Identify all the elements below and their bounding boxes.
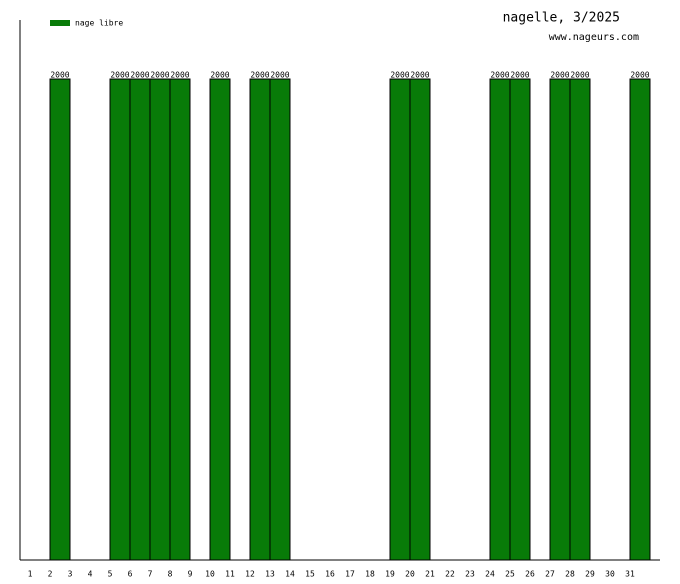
value-label: 2000 (110, 71, 129, 80)
x-tick-label: 24 (485, 570, 495, 579)
value-label: 2000 (270, 71, 289, 80)
value-label: 2000 (490, 71, 509, 80)
x-tick-label: 9 (188, 570, 193, 579)
x-tick-label: 26 (525, 570, 535, 579)
x-tick-label: 31 (625, 570, 635, 579)
value-label: 2000 (170, 71, 189, 80)
chart-subtitle: www.nageurs.com (549, 32, 639, 43)
bar (489, 78, 511, 561)
x-tick-label: 13 (265, 570, 275, 579)
x-tick-label: 15 (305, 570, 315, 579)
x-tick-label: 19 (385, 570, 395, 579)
x-tick-label: 28 (565, 570, 575, 579)
legend-swatch (50, 20, 70, 26)
x-tick-label: 22 (445, 570, 455, 579)
x-tick-label: 6 (128, 570, 133, 579)
x-tick-label: 10 (205, 570, 215, 579)
x-tick-label: 5 (108, 570, 113, 579)
bar (389, 78, 411, 561)
value-label: 2000 (410, 71, 429, 80)
value-label: 2000 (210, 71, 229, 80)
x-tick-label: 1 (28, 570, 33, 579)
x-tick-label: 17 (345, 570, 355, 579)
bar (169, 78, 191, 561)
legend-label: nage libre (75, 19, 123, 28)
bar (209, 78, 231, 561)
x-tick-label: 27 (545, 570, 555, 579)
x-tick-label: 7 (148, 570, 153, 579)
bar (249, 78, 271, 561)
bar (49, 78, 71, 561)
x-tick-label: 29 (585, 570, 595, 579)
value-label: 2000 (570, 71, 589, 80)
x-tick-label: 23 (465, 570, 475, 579)
x-tick-label: 20 (405, 570, 415, 579)
x-tick-label: 8 (168, 570, 173, 579)
value-label: 2000 (130, 71, 149, 80)
value-label: 2000 (250, 71, 269, 80)
x-tick-label: 4 (88, 570, 93, 579)
bar (549, 78, 571, 561)
x-tick-label: 16 (325, 570, 335, 579)
value-label: 2000 (390, 71, 409, 80)
bar (129, 78, 151, 561)
x-tick-label: 25 (505, 570, 515, 579)
value-label: 2000 (50, 71, 69, 80)
bar (569, 78, 591, 561)
x-tick-label: 3 (68, 570, 73, 579)
value-label: 2000 (630, 71, 649, 80)
x-tick-label: 18 (365, 570, 375, 579)
bar (629, 78, 651, 561)
value-label: 2000 (550, 71, 569, 80)
bar (269, 78, 291, 561)
bar (109, 78, 131, 561)
bar (149, 78, 171, 561)
x-tick-label: 11 (225, 570, 235, 579)
value-label: 2000 (510, 71, 529, 80)
x-tick-label: 21 (425, 570, 435, 579)
x-tick-label: 2 (48, 570, 53, 579)
x-tick-label: 30 (605, 570, 615, 579)
value-label: 2000 (150, 71, 169, 80)
x-tick-label: 12 (245, 570, 255, 579)
x-tick-label: 14 (285, 570, 295, 579)
bar (409, 78, 431, 561)
chart-title: nagelle, 3/2025 (503, 11, 620, 26)
bar (509, 78, 531, 561)
